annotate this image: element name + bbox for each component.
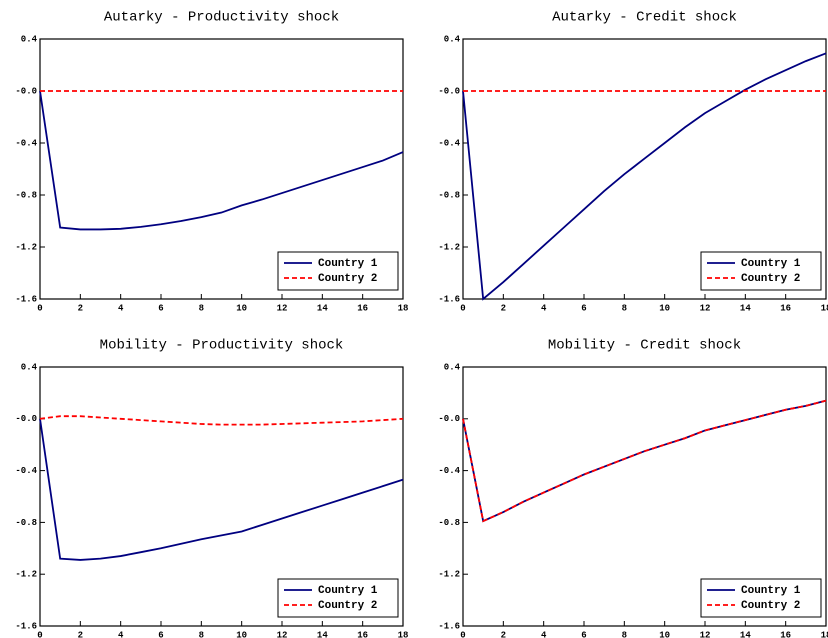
x-tick-label: 16: [780, 630, 791, 638]
legend-label: Country 2: [741, 273, 800, 285]
y-tick-label: 0.4: [444, 362, 461, 372]
x-tick-label: 6: [158, 303, 163, 313]
legend-box: [700, 251, 822, 291]
y-tick-label: -0.4: [15, 138, 37, 148]
x-tick-label: 6: [581, 630, 586, 638]
y-tick-label: -0.8: [15, 518, 37, 528]
legend-label: Country 2: [318, 273, 377, 285]
y-tick-label: -0.0: [438, 86, 460, 96]
x-tick-label: 16: [780, 303, 791, 313]
legend-box: [277, 251, 399, 291]
x-tick-label: 14: [317, 303, 328, 313]
y-tick-label: -0.8: [438, 518, 460, 528]
x-tick-label: 14: [317, 630, 328, 638]
x-tick-label: 14: [740, 303, 751, 313]
x-tick-label: 4: [541, 303, 547, 313]
x-tick-label: 12: [700, 303, 711, 313]
x-tick-label: 18: [821, 303, 828, 313]
y-tick-label: -0.8: [15, 190, 37, 200]
x-tick-label: 6: [158, 630, 163, 638]
y-tick-label: -0.4: [15, 466, 37, 476]
x-tick-label: 12: [277, 630, 288, 638]
chart-title: Autarky - Credit shock: [552, 10, 737, 26]
x-tick-label: 6: [581, 303, 586, 313]
y-tick-label: -1.6: [15, 621, 37, 631]
series-line: [39, 90, 404, 231]
y-tick-label: -1.6: [438, 621, 460, 631]
x-tick-label: 2: [78, 630, 83, 638]
legend-label: Country 2: [741, 600, 800, 612]
y-tick-label: 0.4: [21, 362, 38, 372]
legend-box: [700, 578, 822, 618]
y-tick-label: -0.0: [15, 86, 37, 96]
x-tick-label: 12: [277, 303, 288, 313]
x-tick-label: 0: [460, 303, 465, 313]
y-tick-label: -0.4: [438, 138, 460, 148]
x-tick-label: 4: [118, 630, 124, 638]
y-tick-label: -1.6: [15, 294, 37, 304]
y-tick-label: -1.2: [15, 242, 37, 252]
legend-label: Country 1: [741, 585, 801, 597]
x-tick-label: 0: [460, 630, 465, 638]
chart-title: Mobility - Productivity shock: [100, 338, 344, 354]
y-tick-label: -0.0: [15, 414, 37, 424]
x-tick-label: 4: [118, 303, 124, 313]
y-tick-label: -0.8: [438, 190, 460, 200]
x-tick-label: 18: [398, 630, 409, 638]
x-tick-label: 8: [199, 303, 204, 313]
series-line: [39, 418, 404, 561]
x-tick-label: 14: [740, 630, 751, 638]
series-line: [39, 415, 404, 426]
x-tick-label: 18: [398, 303, 409, 313]
series-line: [462, 52, 827, 301]
y-tick-label: -1.6: [438, 294, 460, 304]
x-tick-label: 8: [199, 630, 204, 638]
x-tick-label: 0: [37, 630, 42, 638]
y-tick-label: 0.4: [444, 34, 461, 44]
legend-label: Country 1: [318, 258, 378, 270]
x-tick-label: 2: [501, 630, 506, 638]
y-tick-label: -1.2: [438, 570, 460, 580]
x-tick-label: 10: [659, 630, 670, 638]
y-tick-label: -0.0: [438, 414, 460, 424]
x-tick-label: 4: [541, 630, 547, 638]
x-tick-label: 10: [236, 303, 247, 313]
legend-label: Country 1: [318, 585, 378, 597]
legend-label: Country 2: [318, 600, 377, 612]
x-tick-label: 12: [700, 630, 711, 638]
series-line: [462, 399, 827, 523]
y-tick-label: -1.2: [438, 242, 460, 252]
x-tick-label: 0: [37, 303, 42, 313]
y-tick-label: -0.4: [438, 466, 460, 476]
x-tick-label: 2: [501, 303, 506, 313]
x-tick-label: 16: [357, 630, 368, 638]
x-tick-label: 16: [357, 303, 368, 313]
legend-box: [277, 578, 399, 618]
chart-title: Mobility - Credit shock: [548, 338, 741, 354]
y-tick-label: 0.4: [21, 34, 38, 44]
chart-title: Autarky - Productivity shock: [104, 10, 339, 26]
x-tick-label: 8: [622, 303, 627, 313]
y-tick-label: -1.2: [15, 570, 37, 580]
x-tick-label: 10: [659, 303, 670, 313]
x-tick-label: 10: [236, 630, 247, 638]
legend-label: Country 1: [741, 258, 801, 270]
x-tick-label: 18: [821, 630, 828, 638]
x-tick-label: 2: [78, 303, 83, 313]
x-tick-label: 8: [622, 630, 627, 638]
